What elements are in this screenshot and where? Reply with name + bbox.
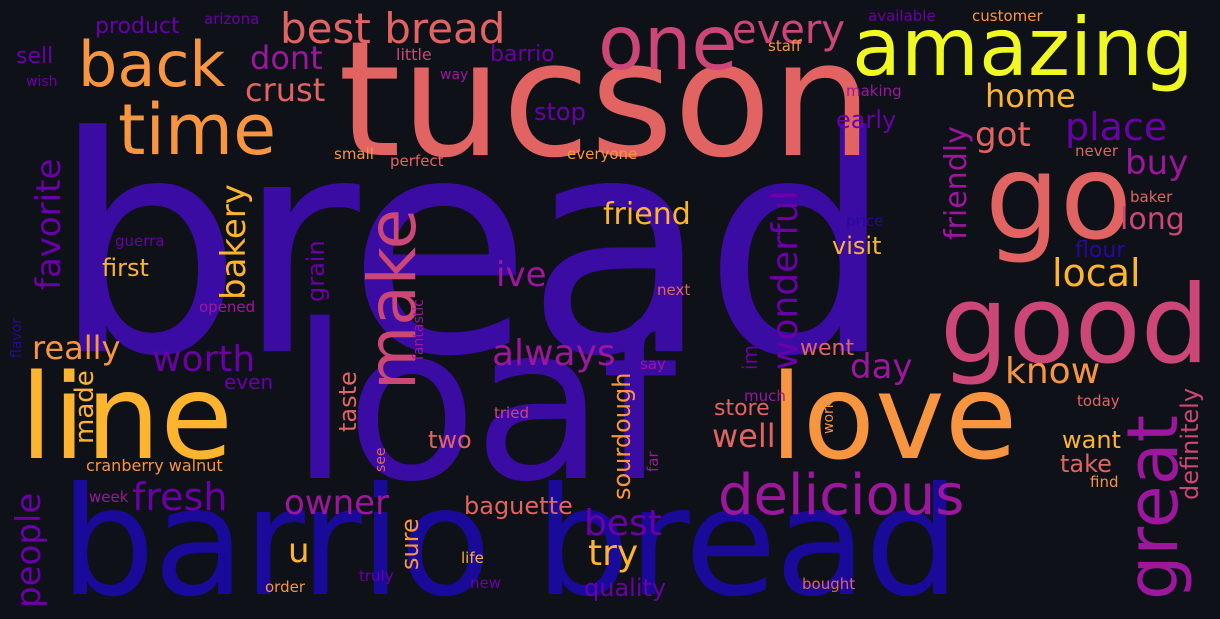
word-sourdough: sourdough [608, 372, 636, 500]
word-far: far [644, 451, 662, 472]
word-well: well [712, 417, 776, 455]
word-every: every [732, 7, 846, 53]
word-week: week [89, 488, 129, 506]
word-barrio: barrio [490, 42, 555, 67]
word-crust: crust [245, 71, 326, 109]
word-everyone: everyone [567, 145, 638, 163]
word-bought: bought [802, 575, 856, 593]
word-even: even [224, 370, 274, 394]
word-available: available [868, 7, 936, 25]
word-one: one [598, 0, 738, 87]
word-tried: tried [494, 404, 529, 422]
word-much: much [744, 387, 786, 405]
word-flavor: flavor [9, 317, 25, 358]
word-time: time [118, 89, 277, 171]
word-bread: bread [52, 73, 894, 422]
word-sure: sure [396, 518, 424, 570]
word-taste: taste [334, 371, 362, 432]
word-always: always [492, 333, 616, 374]
word-loaf: loaf [290, 278, 677, 529]
word-best-bread: best bread [280, 4, 506, 53]
word-next: next [657, 281, 691, 299]
word-baguette: baguette [464, 492, 573, 520]
word-order: order [265, 578, 305, 596]
word-first: first [102, 254, 149, 282]
word-local: local [1052, 251, 1141, 295]
word-really: really [32, 329, 121, 367]
word-price: price [846, 212, 884, 230]
word-went: went [800, 336, 855, 361]
word-wonderful: wonderful [765, 190, 806, 370]
word-making: making [846, 82, 902, 100]
word-new: new [470, 574, 502, 592]
word-truly: truly [359, 567, 394, 585]
word-want: want [1062, 426, 1121, 454]
word-friend: friend [603, 197, 691, 232]
word-visit: visit [832, 232, 882, 260]
word-perfect: perfect [390, 152, 444, 170]
word-sell: sell [16, 44, 54, 69]
word-know: know [1005, 351, 1101, 392]
word-arizona: arizona [204, 10, 260, 28]
word-fresh: fresh [132, 475, 228, 519]
word-today: today [1077, 392, 1120, 410]
word-back: back [78, 28, 226, 101]
word-say: say [640, 355, 666, 373]
word-got: got [975, 115, 1031, 155]
word-never: never [1075, 142, 1119, 160]
word-see: see [373, 447, 389, 472]
word-made: made [70, 370, 100, 444]
word-buy: buy [1125, 143, 1189, 183]
word-fantastic: fantastic [411, 299, 427, 360]
word-good: good [940, 263, 1210, 388]
word-staff: staff [768, 37, 802, 55]
word-owner: owner [284, 483, 390, 523]
word-two: two [428, 426, 472, 454]
word-friendly: friendly [939, 126, 974, 240]
word-people: people [9, 492, 49, 608]
word-go: go [985, 128, 1133, 266]
word-life: life [461, 549, 484, 567]
word-love: love [770, 348, 1018, 486]
word-bakery: bakery [214, 184, 254, 300]
word-try: try [588, 533, 639, 574]
word-guerra: guerra [115, 232, 165, 250]
word-wish: wish [26, 74, 58, 90]
word-definitely: definitely [1176, 387, 1204, 500]
word-way: way [440, 67, 469, 83]
word-take: take [1060, 450, 1112, 478]
word-product: product [95, 14, 180, 39]
word-barrio-bread: barrio bread [60, 456, 960, 619]
word-day: day [850, 347, 913, 387]
word-flour: flour [1075, 238, 1126, 263]
word-delicious: delicious [718, 463, 965, 528]
word-best: best [584, 503, 662, 544]
word-line: line [20, 348, 233, 486]
word-u: u [288, 531, 310, 571]
word-amazing: amazing [852, 1, 1194, 94]
word-work: work [821, 400, 837, 434]
word-opened: opened [199, 298, 256, 316]
word-early: early [836, 106, 897, 134]
word-home: home [985, 77, 1076, 115]
word-stop: stop [534, 98, 586, 126]
word-customer: customer [972, 7, 1043, 25]
word-store: store [714, 396, 770, 421]
word-long: long [1120, 202, 1185, 237]
word-place: place [1065, 105, 1168, 149]
word-cranberry-walnut: cranberry walnut [86, 456, 223, 475]
word-small: small [334, 145, 374, 163]
word-favorite: favorite [29, 158, 69, 290]
word-baker: baker [1130, 188, 1173, 206]
word-far: find [1090, 473, 1119, 491]
word-dont: dont [250, 39, 323, 77]
word-ive: ive [496, 255, 547, 295]
word-grain: grain [302, 240, 330, 302]
word-worth: worth [152, 339, 256, 380]
word-im: im [738, 344, 762, 370]
word-tucson: tucson [338, 6, 873, 193]
word-quality: quality [584, 574, 667, 602]
word-little: little [396, 45, 432, 64]
